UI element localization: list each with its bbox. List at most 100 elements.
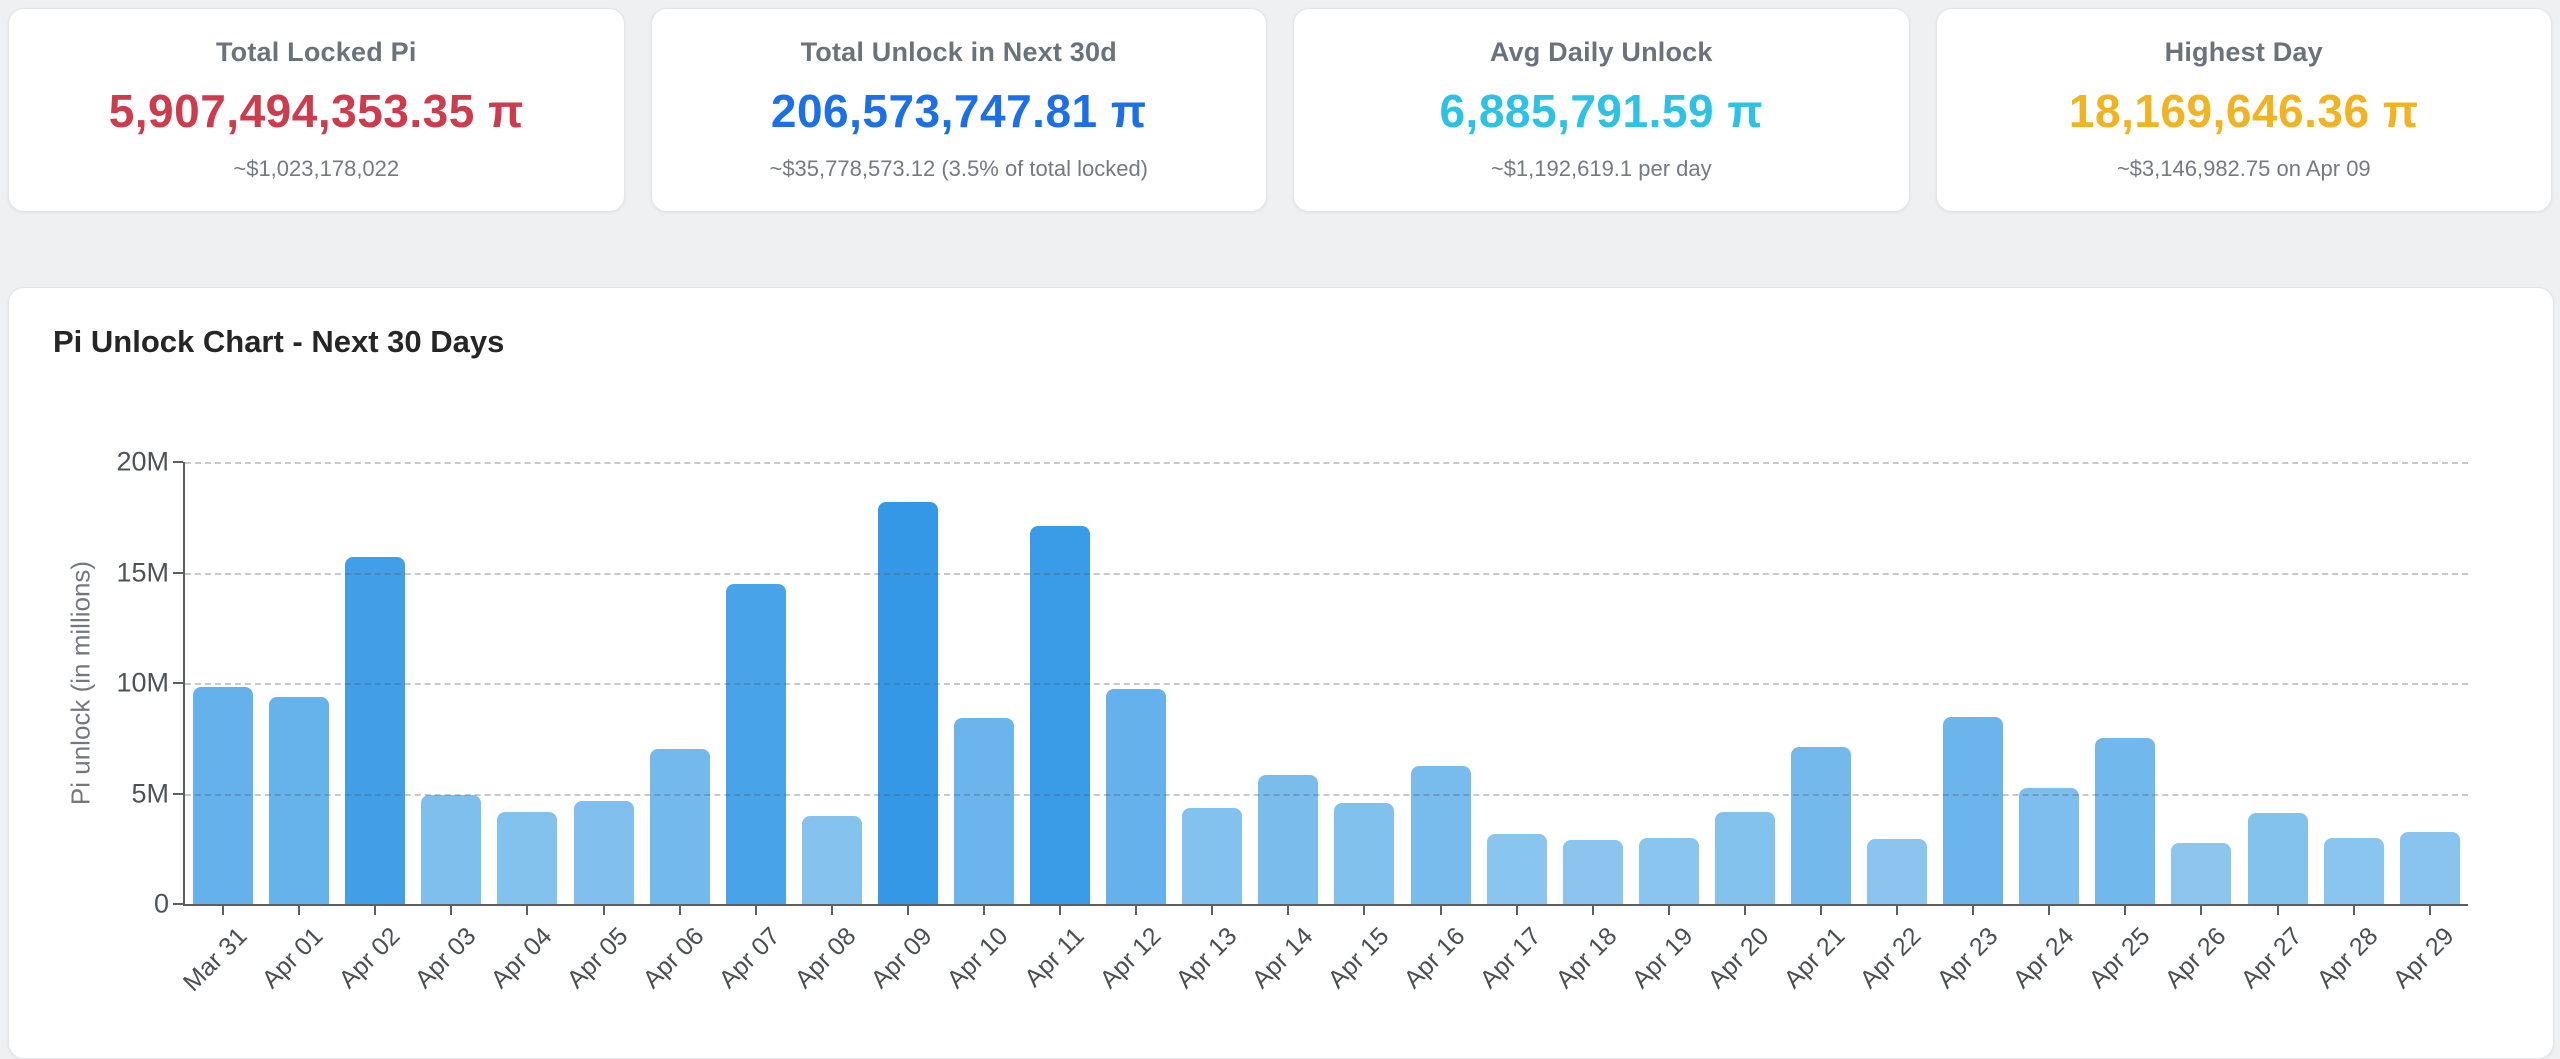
stat-value: 206,573,747.81 π [770,85,1147,137]
x-axis-tick [1515,906,1518,915]
bar-apr-03[interactable] [421,794,482,904]
x-axis-tick [1439,906,1442,915]
bar-slot-apr-25: Apr 25 [2083,462,2163,994]
bar-slot-apr-28: Apr 28 [2312,462,2392,994]
bar-chart-plot: 0 5M 10M 15M 20M Mar 31 Apr 01 Apr 02 Apr 03 Apr … [116,447,2468,997]
x-tick-label-apr-19: Apr 19 [1626,922,1699,994]
x-tick-label-apr-25: Apr 25 [2083,922,2156,994]
bar-apr-24[interactable] [2019,787,2080,904]
x-axis-tick [298,906,301,915]
x-tick-label-apr-29: Apr 29 [2387,922,2460,994]
bar-slot-apr-22: Apr 22 [1855,462,1935,994]
bar-apr-19[interactable] [1638,837,1699,904]
stat-value: 5,907,494,353.35 π [108,85,524,137]
bars-container: Mar 31 Apr 01 Apr 02 Apr 03 Apr 04 Apr 05 Apr … [178,462,2468,997]
x-tick-label-apr-06: Apr 06 [637,922,710,994]
bar-apr-15[interactable] [1334,803,1395,904]
bar-apr-06[interactable] [649,749,710,904]
x-axis-tick [982,906,985,915]
x-tick-label-apr-28: Apr 28 [2311,922,2384,994]
bar-slot-apr-20: Apr 20 [1703,462,1783,994]
bar-apr-05[interactable] [573,801,634,904]
bar-slot-apr-08: Apr 08 [790,462,870,994]
x-tick-label-apr-20: Apr 20 [1702,922,1775,994]
bar-apr-07[interactable] [725,583,786,904]
bar-slot-apr-26: Apr 26 [2159,462,2239,994]
bar-slot-mar-31: Mar 31 [178,462,261,997]
x-axis-tick [1743,906,1746,915]
y-tick-label-0: 0 [153,888,169,919]
x-axis-tick [450,906,453,915]
chart-title: Pi Unlock Chart - Next 30 Days [53,324,505,359]
bar-slot-apr-03: Apr 03 [409,462,489,994]
bar-apr-25[interactable] [2095,738,2156,904]
bar-slot-apr-24: Apr 24 [2007,462,2087,994]
y-axis-tick [173,682,183,684]
stat-subtitle: ~$1,192,619.1 per day [1490,156,1712,181]
bar-apr-23[interactable] [1943,717,2004,904]
stats-cards-row: Total Locked Pi 5,907,494,353.35 π ~$1,023… [8,8,2552,212]
x-axis-tick [1972,906,1975,915]
bar-mar-31[interactable] [193,687,254,904]
bar-slot-apr-14: Apr 14 [1246,462,1326,994]
bar-apr-01[interactable] [269,697,330,904]
bar-apr-11[interactable] [1030,526,1091,904]
y-axis-tick [173,792,183,795]
stat-title: Total Unlock in Next 30d [800,37,1117,67]
stat-title: Total Locked Pi [215,37,417,67]
x-tick-label-apr-13: Apr 13 [1170,922,1243,994]
stat-value: 18,169,646.36 π [2068,85,2419,137]
x-tick-label-apr-02: Apr 02 [333,922,406,994]
bar-apr-20[interactable] [1714,812,1775,904]
bar-apr-04[interactable] [497,812,558,904]
x-tick-label-apr-01: Apr 01 [257,922,329,994]
x-axis-tick [830,906,833,915]
x-tick-label-apr-22: Apr 22 [1855,922,1927,994]
y-axis-tick [173,903,183,905]
bar-slot-apr-05: Apr 05 [561,462,641,994]
bar-apr-09[interactable] [877,502,938,904]
x-tick-label-apr-11: Apr 11 [1019,922,1090,993]
bar-slot-apr-06: Apr 06 [638,462,718,994]
bar-apr-18[interactable] [1562,839,1623,904]
chart-card: Pi Unlock Chart - Next 30 Days Pi unlock… [8,287,2554,1059]
stat-subtitle: ~$1,023,178,022 [233,156,400,181]
x-axis-tick [2048,906,2051,915]
x-axis-tick [1591,906,1594,915]
x-axis-tick [2352,906,2355,915]
bar-apr-29[interactable] [2399,832,2460,904]
stat-subtitle: ~$3,146,982.75 on Apr 09 [2116,156,2371,181]
bar-apr-22[interactable] [1867,838,1928,904]
bar-apr-17[interactable] [1486,834,1547,904]
x-tick-label-apr-04: Apr 04 [485,922,558,994]
bar-apr-27[interactable] [2247,813,2308,904]
y-axis-title: Pi unlock (in millions) [65,560,96,806]
x-axis-tick [1896,906,1899,915]
x-tick-label-apr-14: Apr 14 [1246,922,1319,994]
bar-apr-28[interactable] [2323,837,2384,904]
x-axis-tick [1820,906,1823,915]
y-axis-tick [173,461,183,463]
y-tick-label-10m: 10M [116,667,169,698]
bar-slot-apr-02: Apr 02 [333,462,413,994]
bar-apr-08[interactable] [801,815,862,904]
bar-slot-apr-04: Apr 04 [485,462,565,994]
y-tick-label-15m: 15M [116,557,169,587]
bar-apr-10[interactable] [953,718,1014,904]
bar-slot-apr-13: Apr 13 [1170,462,1250,994]
x-axis-tick [2276,906,2279,915]
stat-card-total-locked-pi: Total Locked Pi 5,907,494,353.35 π ~$1,023… [8,8,625,212]
bar-apr-13[interactable] [1182,807,1243,904]
bar-apr-21[interactable] [1791,747,1852,904]
bar-apr-16[interactable] [1410,765,1471,904]
bar-apr-12[interactable] [1106,688,1167,904]
bar-slot-apr-09: Apr 09 [866,462,946,994]
bar-slot-apr-01: Apr 01 [257,462,337,994]
bar-apr-14[interactable] [1258,774,1319,904]
bar-slot-apr-16: Apr 16 [1398,462,1479,994]
bar-slot-apr-07: Apr 07 [714,462,794,994]
bar-apr-02[interactable] [345,557,406,904]
x-axis-tick [2124,906,2127,915]
bar-apr-26[interactable] [2171,843,2232,904]
x-tick-label-mar-31: Mar 31 [178,922,253,997]
